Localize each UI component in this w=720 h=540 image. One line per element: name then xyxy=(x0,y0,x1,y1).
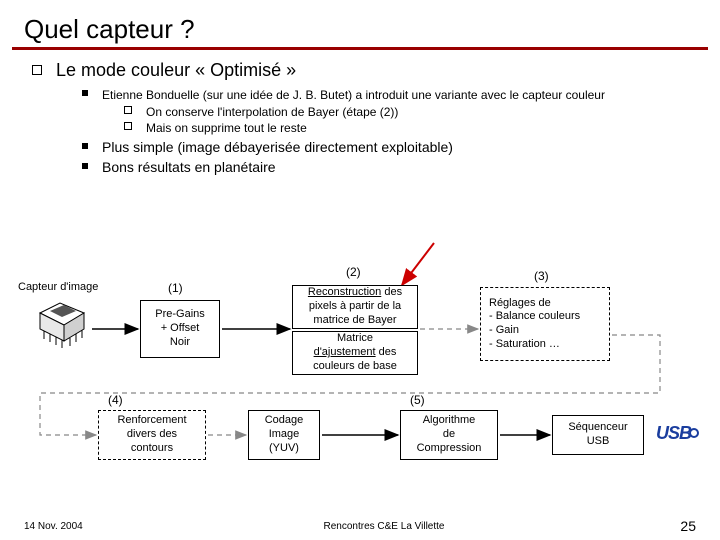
filled-square-bullet-icon xyxy=(82,90,88,96)
filled-square-bullet-icon xyxy=(82,163,88,169)
lvl1-text: Le mode couleur « Optimisé » xyxy=(56,60,296,80)
t: Séquenceur xyxy=(568,421,627,435)
t: - Balance couleurs xyxy=(489,310,580,324)
t: - Gain xyxy=(489,324,519,338)
t: Matrice xyxy=(337,332,373,346)
s: des xyxy=(381,286,402,298)
u: Reconstruction xyxy=(308,286,381,298)
t: contours xyxy=(131,442,173,456)
step-3-label: (3) xyxy=(534,269,549,283)
t: Compression xyxy=(417,442,482,456)
box-algorithme: Algorithme de Compression xyxy=(400,410,498,460)
box-sequenceur: Séquenceur USB xyxy=(552,415,644,455)
step-4-label: (4) xyxy=(108,393,123,407)
t: (YUV) xyxy=(269,442,299,456)
page-title: Quel capteur ? xyxy=(24,14,696,45)
lvl3-2-text: Mais on supprime tout le reste xyxy=(146,121,307,135)
t: USB xyxy=(587,435,610,449)
flow-diagram: Capteur d'image (1) (2) (3) (4) (5) Pre-… xyxy=(0,275,720,505)
box-matrice: Matrice d'ajustement des couleurs de bas… xyxy=(292,331,418,375)
capteur-label: Capteur d'image xyxy=(18,281,98,293)
t: Pre-Gains xyxy=(155,308,205,322)
t: Renforcement xyxy=(117,414,186,428)
u: d'ajustement xyxy=(314,346,376,358)
t: matrice de Bayer xyxy=(313,314,396,328)
bullet-lvl1: Le mode couleur « Optimisé » xyxy=(32,60,696,81)
step-5-label: (5) xyxy=(410,393,425,407)
bullet-lvl2-3: Bons résultats en planétaire xyxy=(82,159,696,175)
t: Reconstruction des xyxy=(308,286,402,300)
s: des xyxy=(376,346,397,358)
t: de xyxy=(443,428,455,442)
t: pixels à partir de la xyxy=(309,300,401,314)
box-pregains: Pre-Gains + Offset Noir xyxy=(140,300,220,358)
t: - Saturation … xyxy=(489,338,560,352)
t: couleurs de base xyxy=(313,360,397,374)
box-reglages: Réglages de - Balance couleurs - Gain - … xyxy=(480,287,610,361)
bullet-lvl3-1: On conserve l'interpolation de Bayer (ét… xyxy=(124,105,696,119)
box-reconstruction: Reconstruction des pixels à partir de la… xyxy=(292,285,418,329)
lvl2-1-text: Etienne Bonduelle (sur une idée de J. B.… xyxy=(102,88,605,102)
lvl3-1-text: On conserve l'interpolation de Bayer (ét… xyxy=(146,105,398,119)
bullet-lvl2-2: Plus simple (image débayerisée directeme… xyxy=(82,139,696,155)
lvl2-2-text: Plus simple (image débayerisée directeme… xyxy=(102,139,453,155)
box-renforcement: Renforcement divers des contours xyxy=(98,410,206,460)
t: divers des xyxy=(127,428,177,442)
t: Image xyxy=(269,428,300,442)
t: Réglages de xyxy=(489,297,551,311)
bullet-lvl2-1: Etienne Bonduelle (sur une idée de J. B.… xyxy=(82,87,696,103)
lvl2-3-text: Bons résultats en planétaire xyxy=(102,159,276,175)
t: Algorithme xyxy=(423,414,476,428)
filled-square-bullet-icon xyxy=(82,143,88,149)
page-number: 25 xyxy=(680,518,696,534)
box-codage: Codage Image (YUV) xyxy=(248,410,320,460)
red-callout-arrow-icon xyxy=(398,241,438,291)
small-square-bullet-icon xyxy=(124,122,132,130)
usb-logo-icon: USB xyxy=(656,423,699,444)
t: Codage xyxy=(265,414,304,428)
t: d'ajustement des xyxy=(314,346,397,360)
bullet-lvl3-2: Mais on supprime tout le reste xyxy=(124,121,696,135)
footer-center: Rencontres C&E La Villette xyxy=(24,521,720,532)
t: + Offset xyxy=(161,322,200,336)
t: Noir xyxy=(170,336,190,350)
title-rule xyxy=(12,47,708,50)
step-2-label: (2) xyxy=(346,265,361,279)
square-bullet-icon xyxy=(32,65,42,75)
small-square-bullet-icon xyxy=(124,106,132,114)
step-1-label: (1) xyxy=(168,281,183,295)
sensor-chip-icon xyxy=(32,299,90,351)
